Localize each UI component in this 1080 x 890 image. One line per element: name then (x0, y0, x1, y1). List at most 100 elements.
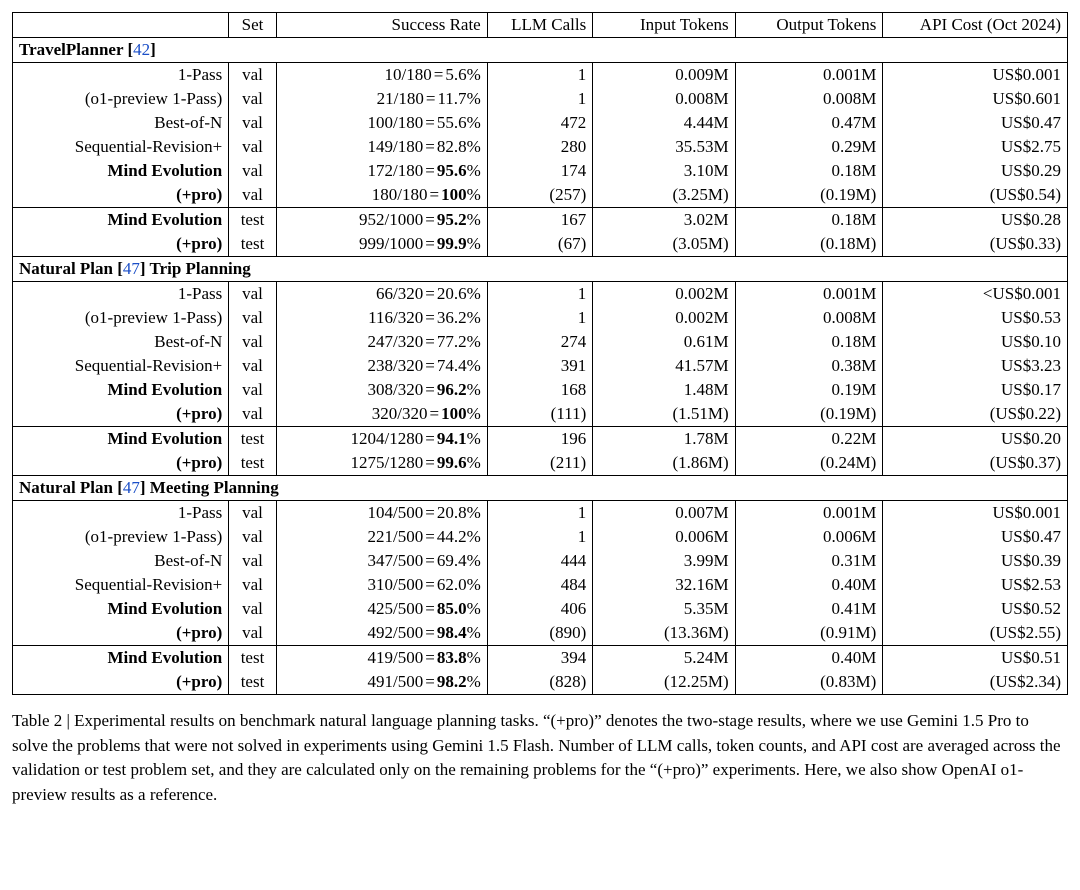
cell-otok: 0.19M (735, 378, 883, 402)
cell-set: val (229, 111, 276, 135)
cell-success: 347/500=69.4% (276, 549, 487, 573)
cell-method: (+pro) (13, 670, 229, 695)
cell-success: 419/500=83.8% (276, 646, 487, 671)
group-title: Natural Plan [47] Meeting Planning (13, 476, 1068, 501)
cell-otok: 0.18M (735, 208, 883, 233)
cell-success: 100/180=55.6% (276, 111, 487, 135)
cell-otok: 0.40M (735, 646, 883, 671)
cell-set: val (229, 378, 276, 402)
cell-itok: 3.02M (593, 208, 735, 233)
cell-success: 10/180=5.6% (276, 63, 487, 88)
citation-link[interactable]: 42 (133, 40, 150, 59)
cell-cost: US$0.001 (883, 501, 1068, 526)
table-row: Mind Evolutiontest1204/1280=94.1%1961.78… (13, 427, 1068, 452)
table-row: Mind Evolutionval308/320=96.2%1681.48M0.… (13, 378, 1068, 402)
table-row: (+pro)val492/500=98.4%(890)(13.36M)(0.91… (13, 621, 1068, 646)
cell-set: test (229, 670, 276, 695)
cell-llm: 1 (487, 525, 593, 549)
cell-itok: (3.05M) (593, 232, 735, 257)
cell-itok: 4.44M (593, 111, 735, 135)
cell-success: 1275/1280=99.6% (276, 451, 487, 476)
cell-success: 172/180=95.6% (276, 159, 487, 183)
cell-llm: 472 (487, 111, 593, 135)
cell-llm: 274 (487, 330, 593, 354)
table-row: (+pro)test491/500=98.2%(828)(12.25M)(0.8… (13, 670, 1068, 695)
cell-cost: US$3.23 (883, 354, 1068, 378)
cell-set: test (229, 451, 276, 476)
cell-success: 492/500=98.4% (276, 621, 487, 646)
col-success: Success Rate (276, 13, 487, 38)
cell-method: Mind Evolution (13, 378, 229, 402)
cell-method: (+pro) (13, 451, 229, 476)
cell-success: 149/180=82.8% (276, 135, 487, 159)
cell-method: (o1-preview 1-Pass) (13, 306, 229, 330)
citation-link[interactable]: 47 (123, 259, 140, 278)
table-row: Mind Evolutiontest419/500=83.8%3945.24M0… (13, 646, 1068, 671)
cell-method: (+pro) (13, 621, 229, 646)
cell-llm: 1 (487, 306, 593, 330)
cell-cost: (US$2.34) (883, 670, 1068, 695)
cell-itok: 41.57M (593, 354, 735, 378)
cell-llm: 168 (487, 378, 593, 402)
cell-set: val (229, 306, 276, 330)
cell-method: (o1-preview 1-Pass) (13, 525, 229, 549)
results-table: Set Success Rate LLM Calls Input Tokens … (12, 12, 1068, 695)
group-title: Natural Plan [47] Trip Planning (13, 257, 1068, 282)
cell-llm: 1 (487, 282, 593, 307)
cell-itok: 0.008M (593, 87, 735, 111)
cell-cost: US$0.10 (883, 330, 1068, 354)
cell-success: 999/1000=99.9% (276, 232, 487, 257)
cell-method: Sequential-Revision+ (13, 573, 229, 597)
cell-cost: US$0.17 (883, 378, 1068, 402)
cell-method: (+pro) (13, 232, 229, 257)
cell-itok: 0.007M (593, 501, 735, 526)
table-row: 1-Passval10/180=5.6%10.009M0.001MUS$0.00… (13, 63, 1068, 88)
cell-itok: 0.009M (593, 63, 735, 88)
cell-otok: 0.29M (735, 135, 883, 159)
cell-method: 1-Pass (13, 282, 229, 307)
col-llm: LLM Calls (487, 13, 593, 38)
table-row: 1-Passval66/320=20.6%10.002M0.001M<US$0.… (13, 282, 1068, 307)
cell-cost: US$0.51 (883, 646, 1068, 671)
citation-link[interactable]: 47 (123, 478, 140, 497)
cell-cost: US$0.001 (883, 63, 1068, 88)
cell-cost: US$0.53 (883, 306, 1068, 330)
cell-otok: 0.47M (735, 111, 883, 135)
cell-set: val (229, 87, 276, 111)
cell-itok: 3.99M (593, 549, 735, 573)
cell-set: val (229, 330, 276, 354)
cell-itok: (13.36M) (593, 621, 735, 646)
cell-itok: 32.16M (593, 573, 735, 597)
caption-label: Table 2 (12, 711, 62, 730)
cell-set: test (229, 232, 276, 257)
cell-success: 21/180=11.7% (276, 87, 487, 111)
table-row: (+pro)val320/320=100%(111)(1.51M)(0.19M)… (13, 402, 1068, 427)
cell-cost: (US$2.55) (883, 621, 1068, 646)
cell-otok: 0.001M (735, 63, 883, 88)
cell-success: 310/500=62.0% (276, 573, 487, 597)
table-row: Best-of-Nval347/500=69.4%4443.99M0.31MUS… (13, 549, 1068, 573)
cell-cost: US$0.47 (883, 525, 1068, 549)
cell-cost: US$0.601 (883, 87, 1068, 111)
cell-llm: 167 (487, 208, 593, 233)
cell-cost: US$0.28 (883, 208, 1068, 233)
cell-set: val (229, 549, 276, 573)
cell-otok: 0.38M (735, 354, 883, 378)
table-row: (+pro)test1275/1280=99.6%(211)(1.86M)(0.… (13, 451, 1068, 476)
cell-otok: 0.008M (735, 306, 883, 330)
cell-llm: 280 (487, 135, 593, 159)
cell-method: 1-Pass (13, 501, 229, 526)
cell-llm: 196 (487, 427, 593, 452)
cell-set: val (229, 402, 276, 427)
cell-otok: 0.41M (735, 597, 883, 621)
caption-text: Experimental results on benchmark natura… (12, 711, 1061, 804)
cell-set: val (229, 63, 276, 88)
cell-itok: 5.35M (593, 597, 735, 621)
cell-success: 66/320=20.6% (276, 282, 487, 307)
cell-llm: (111) (487, 402, 593, 427)
col-set: Set (229, 13, 276, 38)
cell-otok: 0.001M (735, 501, 883, 526)
cell-method: Best-of-N (13, 549, 229, 573)
cell-cost: (US$0.33) (883, 232, 1068, 257)
cell-success: 221/500=44.2% (276, 525, 487, 549)
